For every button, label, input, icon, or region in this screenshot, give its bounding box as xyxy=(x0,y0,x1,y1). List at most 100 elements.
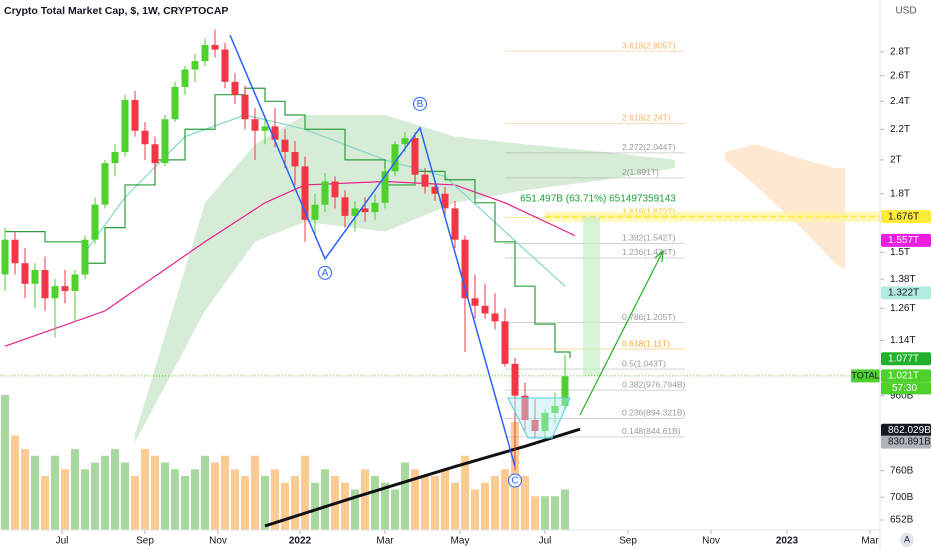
price-tag-sub xyxy=(881,382,931,395)
candle-body xyxy=(191,61,199,70)
volume-bar xyxy=(271,469,279,530)
auto-scale-button[interactable] xyxy=(900,533,914,547)
candle-body xyxy=(451,208,459,240)
wave-marker xyxy=(318,265,332,280)
candle-body xyxy=(1,239,9,275)
x-tick-label: May xyxy=(451,536,470,547)
y-tick-label: 700B xyxy=(890,492,914,503)
cloud xyxy=(135,115,675,443)
candle-body xyxy=(521,395,529,421)
candle-body xyxy=(11,239,19,264)
auto-scale-label[interactable]: A xyxy=(904,534,910,544)
y-tick-label: 2.4T xyxy=(890,96,910,107)
currency-label: USD xyxy=(895,6,916,17)
fib-label: 1.382(1.542T) xyxy=(622,233,676,243)
symbol-label: TOTAL xyxy=(851,370,879,380)
y-tick-label: 2.6T xyxy=(890,70,910,81)
price-tag-label: 862.029B xyxy=(888,425,931,436)
fib-label: 2.272(2.044T) xyxy=(622,142,676,152)
price-tag xyxy=(881,435,931,449)
volume-bar xyxy=(111,449,119,530)
candle-body xyxy=(61,286,69,291)
x-tick-label: Mar xyxy=(861,536,879,547)
candle-body xyxy=(31,269,39,284)
price-tag-label: 1.322T xyxy=(888,288,919,299)
candle-body xyxy=(561,376,569,406)
chart-title: Crypto Total Market Cap, $, 1W, CRYPTOCA… xyxy=(4,5,228,17)
price-tag-label: 1.077T xyxy=(888,353,919,364)
volume-bar xyxy=(221,455,229,530)
candle-body xyxy=(411,138,419,175)
volume-bar xyxy=(1,395,9,530)
x-tick-label: Mar xyxy=(376,536,394,547)
candle-body xyxy=(181,69,189,87)
volume-bar xyxy=(241,476,249,530)
wave-label: C xyxy=(511,476,518,487)
volume-bar xyxy=(561,489,569,530)
x-tick-label: Nov xyxy=(209,536,227,547)
volume-bar xyxy=(161,462,169,530)
volume-bar xyxy=(531,496,539,530)
volume-bar xyxy=(291,476,299,530)
volume-bar xyxy=(261,476,269,530)
indicator-line xyxy=(5,87,571,358)
volume-bar xyxy=(521,476,529,530)
candle-body xyxy=(481,305,489,314)
volume-bar xyxy=(451,482,459,530)
candle-body xyxy=(501,321,509,364)
volume-bar xyxy=(421,476,429,530)
candle-body xyxy=(131,99,139,131)
volume-bar xyxy=(551,496,559,530)
price-tag-label: 830.891B xyxy=(888,437,931,448)
volume-bar xyxy=(341,482,349,530)
volume-bar xyxy=(401,462,409,530)
volume-bar xyxy=(541,496,549,530)
volume-bar xyxy=(491,476,499,530)
candle-body xyxy=(401,138,409,145)
candle-body xyxy=(441,193,449,209)
candle-body xyxy=(281,139,289,152)
candle-body xyxy=(461,239,469,299)
volume-bar xyxy=(71,449,79,530)
x-tick-label: Jul xyxy=(539,536,552,547)
x-tick-label: 2022 xyxy=(289,536,312,547)
price-tag xyxy=(881,369,931,383)
volume-bar xyxy=(311,482,319,530)
fib-label: 0.148(844.61B) xyxy=(622,426,681,436)
candle-body xyxy=(341,197,349,216)
candle-body xyxy=(201,44,209,62)
volume-bar xyxy=(481,482,489,530)
cup-shape xyxy=(507,397,571,439)
volume-bar xyxy=(191,469,199,530)
wave-label: B xyxy=(417,99,424,110)
volume-bar xyxy=(411,469,419,530)
candle-body xyxy=(211,44,219,50)
fib-label: 1.236(1.474T) xyxy=(622,247,676,257)
volume-bar xyxy=(141,449,149,530)
price-tag-label: 1.676T xyxy=(888,211,919,222)
volume-bar xyxy=(121,462,129,530)
candle-body xyxy=(471,298,479,306)
price-tag-label: 1.021T xyxy=(888,371,919,382)
candle-body xyxy=(421,174,429,187)
fib-label: 0.5(1.043T) xyxy=(622,358,666,368)
wave-marker xyxy=(508,473,522,488)
y-tick-label: 2.2T xyxy=(890,124,910,135)
candle-body xyxy=(261,126,269,131)
cloud xyxy=(725,144,845,270)
y-tick-label: 652B xyxy=(890,515,914,526)
candle-body xyxy=(291,151,299,167)
volume-bar xyxy=(21,449,29,530)
volume-bar xyxy=(211,462,219,530)
volume-bar xyxy=(181,476,189,530)
y-tick-label: 1.5T xyxy=(890,247,910,258)
x-tick-label: 2023 xyxy=(776,536,799,547)
candle-body xyxy=(271,126,279,140)
candle-body xyxy=(161,119,169,164)
candle-body xyxy=(21,263,29,284)
fib-label: 0.382(976.794B) xyxy=(622,379,685,389)
x-tick-label: Jul xyxy=(56,536,69,547)
volume-bar xyxy=(41,476,49,530)
volume-bar xyxy=(281,482,289,530)
